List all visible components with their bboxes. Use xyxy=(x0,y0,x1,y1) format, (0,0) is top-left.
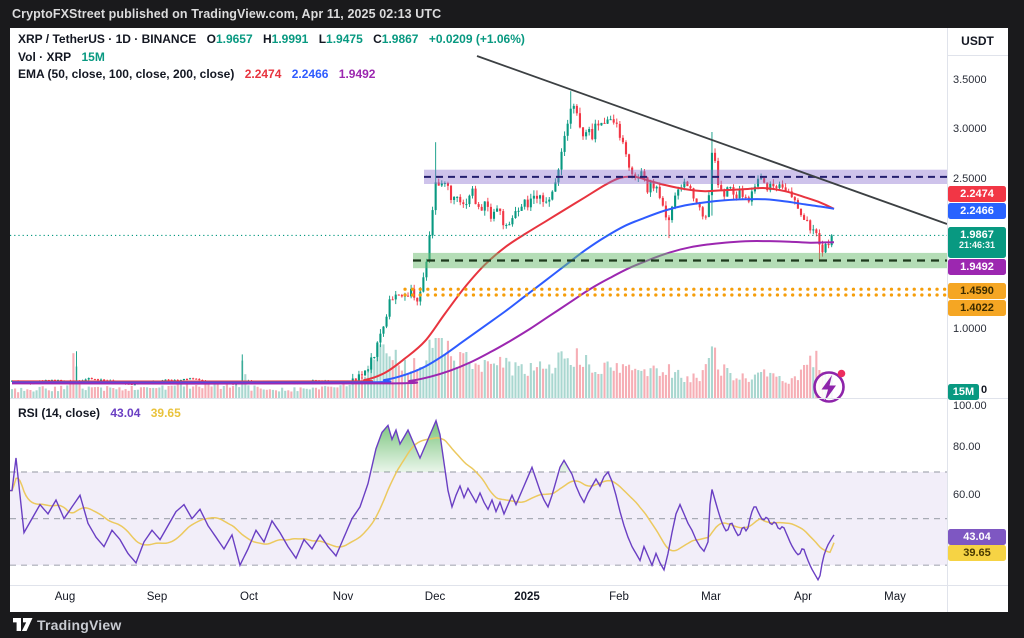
rsi-tick: 100.00 xyxy=(953,400,987,412)
legend-rsi[interactable]: RSI (14, close) 43.04 39.65 xyxy=(18,406,181,420)
rsi-badge: 39.65 xyxy=(948,545,1006,561)
month-label[interactable]: May xyxy=(884,591,906,603)
price-tick: 1.0000 xyxy=(953,323,987,335)
rsi-tick: 80.00 xyxy=(953,441,981,453)
ema50-line xyxy=(11,175,835,383)
ohlc-high-label: H xyxy=(262,32,272,46)
price-badge: 2.2474 xyxy=(948,186,1006,202)
ema100-value: 2.2466 xyxy=(291,67,329,81)
footer-brand-text: TradingView xyxy=(37,617,122,633)
fxstreet-logo xyxy=(813,369,846,403)
month-label[interactable]: Feb xyxy=(609,591,629,603)
attribution-text: CryptoFXStreet published on TradingView.… xyxy=(12,7,442,21)
volume-zero-label: 0 xyxy=(981,384,988,396)
rsi-pane[interactable] xyxy=(10,418,947,582)
price-badge: 15M xyxy=(948,384,979,400)
ohlc-open-label: O xyxy=(206,32,216,46)
attribution-bar: CryptoFXStreet published on TradingView.… xyxy=(0,0,1024,28)
time-axis[interactable]: Aug Sep Oct Nov Dec 2025 Feb Mar Apr May xyxy=(10,585,947,612)
ohlc-open-value: 1.9657 xyxy=(215,32,253,46)
price-tick: 3.5000 xyxy=(953,74,987,86)
legend-symbol-row[interactable]: XRP / TetherUS · 1D · BINANCE O1.9657 H1… xyxy=(18,31,525,49)
price-badge: 1.9867 21:46:31 xyxy=(948,226,1006,258)
rsi-value: 43.04 xyxy=(110,406,141,420)
main-pane[interactable] xyxy=(10,91,947,398)
price-badge: 2.2466 xyxy=(948,203,1006,219)
volume-value: 15M xyxy=(81,49,105,64)
volume-label: Vol · XRP xyxy=(18,49,72,64)
legend-main: XRP / TetherUS · 1D · BINANCE O1.9657 H1… xyxy=(18,31,525,84)
footer-bar: TradingView xyxy=(0,612,1024,638)
month-label[interactable]: Sep xyxy=(146,591,168,603)
price-axis[interactable]: USDT 3.5000 3.0000 2.5000 1.0000 100.00 80.00… xyxy=(947,28,1008,612)
price-tick: 3.0000 xyxy=(953,123,987,135)
month-label[interactable]: Dec xyxy=(424,591,446,603)
ema50-value: 2.2474 xyxy=(244,67,282,81)
month-label[interactable]: Nov xyxy=(332,591,354,603)
month-label[interactable]: Mar xyxy=(701,591,721,603)
rsi-label: RSI (14, close) xyxy=(18,406,101,420)
ema100-line xyxy=(11,198,835,384)
ohlc-low-value: 1.9475 xyxy=(326,32,363,46)
ohlc-close-label: C xyxy=(373,32,382,46)
ohlc-change-value: +0.0209 (+1.06%) xyxy=(428,32,525,46)
chart-panel-background xyxy=(10,28,1008,612)
rsi-line xyxy=(10,418,835,582)
ohlc-close-value: 1.9867 xyxy=(381,32,419,46)
price-badge: 1.4590 xyxy=(948,283,1006,299)
month-label[interactable]: 2025 xyxy=(514,591,540,603)
price-tick: 2.5000 xyxy=(953,173,987,185)
ohlc-low-label: L xyxy=(318,32,327,46)
price-badge: 1.9492 xyxy=(948,259,1006,275)
symbol-title: XRP / TetherUS · 1D · BINANCE xyxy=(18,32,197,46)
legend-volume-row[interactable]: Vol · XRP 15M xyxy=(18,49,525,67)
rsi-badge: 43.04 xyxy=(948,529,1006,545)
ema200-line xyxy=(11,240,835,385)
rsi-tick: 60.00 xyxy=(953,489,981,501)
descending-trendline xyxy=(476,55,948,225)
ohlc-high-value: 1.9991 xyxy=(271,32,309,46)
month-label[interactable]: Aug xyxy=(54,591,76,603)
rsi-ma-value: 39.65 xyxy=(150,406,181,420)
resistance-zone xyxy=(424,169,947,184)
ema-label: EMA (50, close, 100, close, 200, close) xyxy=(18,67,235,81)
currency-button[interactable]: USDT xyxy=(961,34,994,48)
ema200-value: 1.9492 xyxy=(338,67,376,81)
tradingview-logo[interactable] xyxy=(13,617,35,633)
legend-ema-row[interactable]: EMA (50, close, 100, close, 200, close) … xyxy=(18,66,525,84)
price-badge: 1.4022 xyxy=(948,300,1006,316)
month-label[interactable]: Apr xyxy=(794,591,812,603)
month-label[interactable]: Oct xyxy=(240,591,258,603)
